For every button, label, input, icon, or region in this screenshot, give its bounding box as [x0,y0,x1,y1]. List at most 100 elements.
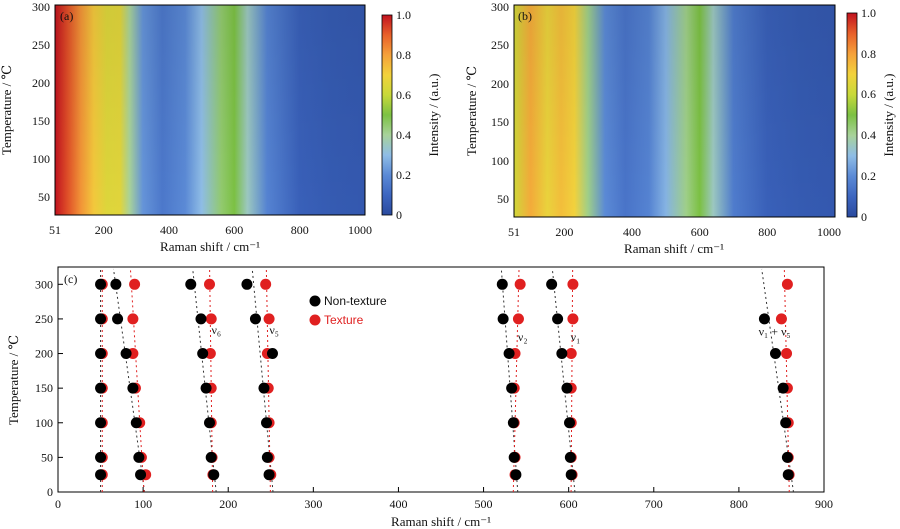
legend: Non-texture Texture [309,294,387,327]
data-point-non-texture [769,348,781,360]
mode-annotation: ν₂ [518,330,528,344]
mode-annotations: ν₆ ν₅ ν₂ ν₁ ν₁ + ν₅ [212,323,791,344]
data-point-non-texture [546,278,558,290]
y-tick-label-c: 0 [47,485,53,499]
x-tick-label-c: 200 [219,497,237,511]
mode-annotation: ν₅ [269,323,279,337]
y-axis-label-a: Temperature / ℃ [0,65,14,155]
mode-annotation: ν₁ [571,330,581,344]
colorbar-b-tick-0: 0 [861,210,867,224]
colorbar-b-label: Intensity / (a.u.) [881,73,896,156]
data-point-non-texture [95,382,107,394]
data-point-non-texture [497,313,509,325]
panel-label-b: (b) [518,9,532,23]
trend-line-non-texture [192,268,217,493]
y-tick-label-c: 100 [35,416,53,430]
y-tick-label-a-200: 200 [32,76,50,90]
y-tick-label-c: 50 [41,450,53,464]
data-point-non-texture [508,451,520,463]
data-point-non-texture [565,469,577,481]
x-tick-label-c: 800 [730,497,748,511]
data-point-non-texture [112,313,124,325]
trend-line-texture [512,268,520,493]
data-point-non-texture [561,382,573,394]
data-point-non-texture [200,382,212,394]
y-tick-label-a-100: 100 [32,152,50,166]
data-point-non-texture [510,469,522,481]
y-tick-label-b-200: 200 [491,77,509,91]
data-points [95,278,795,481]
data-point-non-texture [208,469,220,481]
data-point-texture [567,313,579,325]
panel-b: (b) 51 200 400 600 800 1000 Raman shift … [464,0,896,256]
colorbar-b-tick-0.4: 0.4 [861,128,876,142]
y-tick-label-b-250: 250 [491,38,509,52]
data-point-non-texture [133,451,145,463]
data-point-non-texture [503,348,515,360]
panel-c: (c) 0 100 200 300 400 500 600 700 800 900 0 50 100 1… [6,266,833,529]
trend-line-texture [570,268,574,493]
data-point-non-texture [95,313,107,325]
legend-label-texture: Texture [324,313,364,327]
data-point-non-texture [781,451,793,463]
data-point-non-texture [130,417,142,429]
colorbar-a-label: Intensity / (a.u.) [426,73,441,156]
y-axis-b: 50 100 150 200 250 300 Temperature / ℃ [464,0,509,206]
x-tick-label-b-600: 600 [691,225,709,239]
trend-line-non-texture [251,268,274,493]
data-point-texture [781,278,793,290]
x-tick-label-c: 500 [475,497,493,511]
colorbar-b-tick-0.2: 0.2 [861,169,876,183]
trend-line-texture [783,268,790,493]
data-point-non-texture [258,382,270,394]
y-axis-a: 50 100 150 200 250 300 Temperature / ℃ [0,0,50,204]
colorbar-a-bar [381,14,393,216]
y-tick-label-b-50: 50 [497,192,509,206]
data-point-non-texture [95,348,107,360]
data-point-texture [203,278,215,290]
data-point-non-texture [556,348,568,360]
x-axis-label-c: Raman shift / cm⁻¹ [391,514,491,529]
x-tick-label-c: 100 [134,497,152,511]
plot-frame-b [513,4,836,218]
x-tick-label-b-51: 51 [508,225,520,239]
x-tick-label-c: 400 [389,497,407,511]
legend-marker-texture [309,314,321,326]
data-point-non-texture [261,417,273,429]
y-tick-label-a-300: 300 [32,0,50,14]
data-point-non-texture [241,278,253,290]
data-point-texture [565,348,577,360]
trend-line-texture [265,268,271,493]
y-tick-label-a-50: 50 [38,190,50,204]
data-point-texture [514,278,526,290]
y-tick-label-b-300: 300 [491,0,509,14]
data-point-texture [127,313,139,325]
y-tick-label-a-150: 150 [32,114,50,128]
data-point-texture [512,313,524,325]
data-point-texture [129,278,141,290]
data-point-non-texture [95,451,107,463]
trend-line-texture [209,268,214,493]
colorbar-a-tick-0.4: 0.4 [396,128,411,142]
y-tick-label-c: 300 [35,277,53,291]
colorbar-b-tick-0.6: 0.6 [861,87,876,101]
data-point-non-texture [782,469,794,481]
heatmap-b-shading [514,5,835,217]
data-point-texture [204,348,216,360]
y-axis-c: 0 50 100 150 200 250 300 [35,277,63,499]
colorbar-a-tick-0.6: 0.6 [396,88,411,102]
trend-line-texture [129,268,145,493]
colorbar-a-tick-0: 0 [396,208,402,222]
colorbar-b-bar [846,12,858,218]
x-axis-label-a: Raman shift / cm⁻¹ [160,239,260,254]
colorbar-a-tick-1.0: 1.0 [396,8,411,22]
data-point-non-texture [263,469,275,481]
mode-annotation: ν₁ + ν₅ [759,325,791,339]
data-point-non-texture [195,313,207,325]
y-tick-label-c: 150 [35,381,53,395]
colorbar-a-tick-0.2: 0.2 [396,168,411,182]
data-point-texture [775,313,787,325]
data-point-non-texture [777,382,789,394]
heatmap-a-shading [55,5,365,215]
